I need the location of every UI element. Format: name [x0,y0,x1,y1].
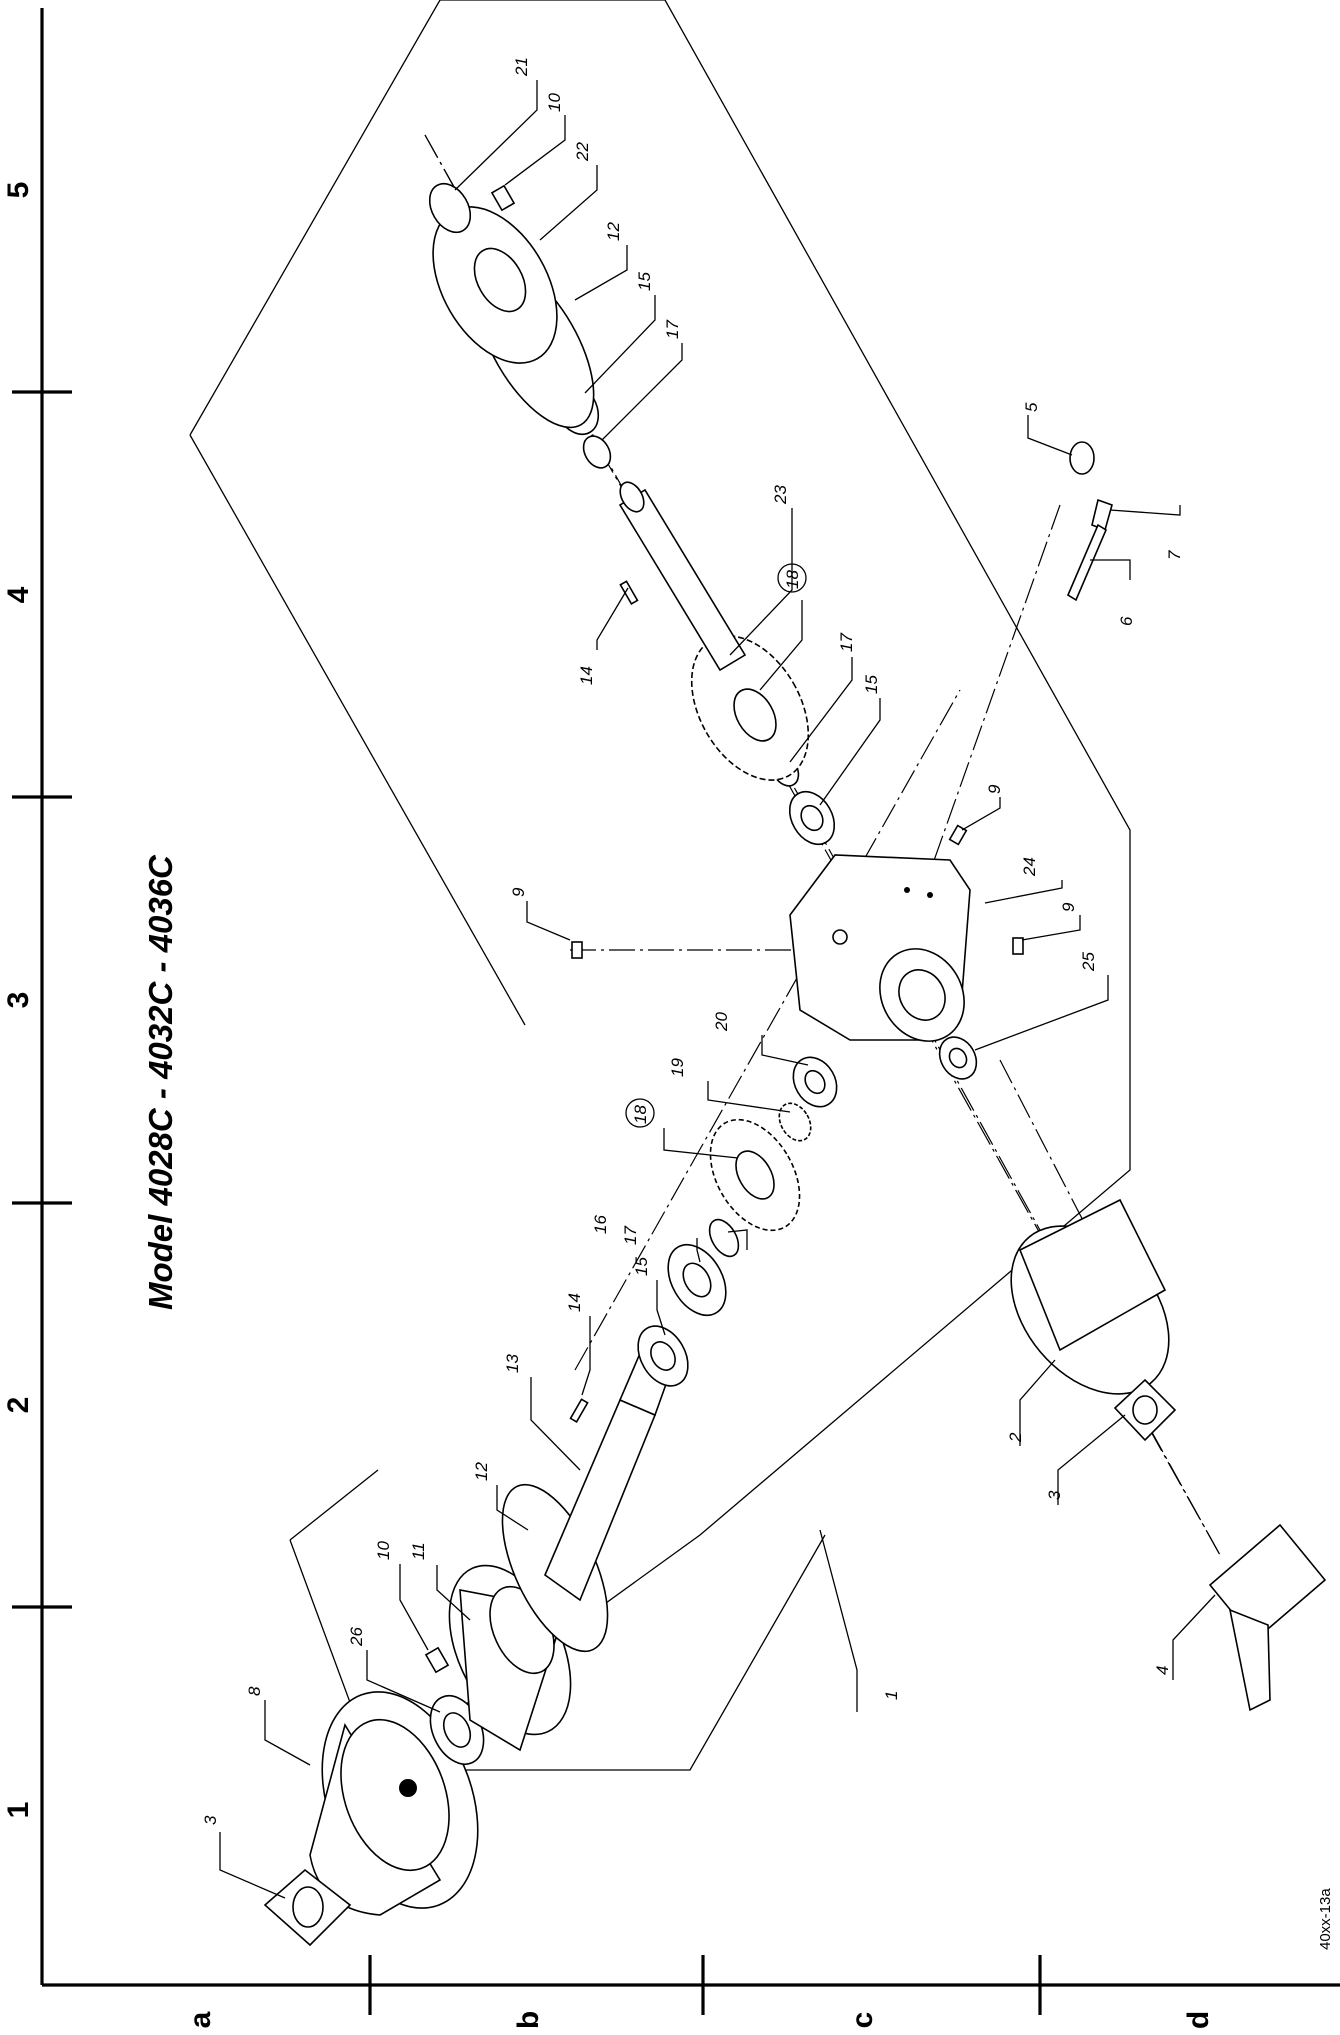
bearing-part-15-left [637,1325,689,1387]
input-cover-group-outline [289,1469,379,1541]
callout-3-top: 3 [201,1815,220,1825]
callout-17-right: 17 [663,320,682,339]
slotted-nut-part-20 [792,1056,838,1108]
callout-20: 20 [712,1012,731,1032]
grid-column-label: 3 [2,992,35,1009]
grid-column-label: 1 [2,1802,35,1819]
column-labels: 1 2 3 4 5 [2,182,35,1819]
bevel-gear-part-18-right [690,635,810,781]
callout-8: 8 [245,1686,264,1696]
callout-15-middle: 15 [862,675,881,694]
group-outlines [189,0,1131,1772]
drawing-reference-code: 40xx-13a [1317,1888,1334,1950]
grid-row-label: d [1182,2011,1215,2029]
bracket-part-4 [1208,1523,1327,1712]
grid-row-label: c [846,2012,879,2029]
plug-part-9-lower-right [1012,937,1024,955]
output-shaft-group-outline [189,434,526,1026]
plug-part-9-left [571,941,583,959]
grid-row-label: a [184,2011,217,2028]
shim-part-17-left [708,1218,740,1258]
shield-part-2 [1010,1198,1170,1395]
callout-7: 7 [1165,550,1184,560]
plug-part-9-upper-right [948,824,968,846]
pipe-part-6 [1066,523,1108,602]
callout-5: 5 [1022,402,1041,412]
callout-22: 22 [573,142,592,162]
seal-part-25 [938,1036,978,1080]
row-labels: a b c d [184,2011,1215,2029]
callout-4: 4 [1153,1666,1172,1675]
bevel-pinion-part-18-left [709,1118,801,1232]
callout-17-middle: 17 [837,633,856,652]
grid-column-label: 2 [2,1397,35,1414]
callout-12-right: 12 [604,222,623,241]
callout-23: 23 [771,485,790,505]
callout-10-right: 10 [545,93,564,112]
callout-leaders [219,80,1216,1899]
bearing-part-16 [667,1243,727,1317]
bearing-part-15-middle [788,790,836,846]
callout-24: 24 [1020,857,1039,877]
shim-part-17-right [582,435,612,469]
flange-gasket-part-3-top [263,1868,352,1947]
input-shaft-group-outline [189,0,441,436]
breather-cap-part-5 [1069,441,1095,475]
callout-13: 13 [503,1354,522,1373]
callout-19: 19 [668,1058,687,1077]
lock-washer-part-19 [778,1102,812,1142]
key-part-14-right [619,580,639,605]
seal-part-21 [428,182,472,234]
output-cover-group-outline [375,1534,826,1771]
model-title: Model 4028C - 4032C - 4036C [142,854,179,1310]
grid-row-label: b [512,2011,545,2029]
callout-9-upper-right: 9 [985,784,1004,794]
callout-18-left-ring [625,1098,655,1128]
bolt-part-10-right [490,184,516,212]
callout-15-left: 15 [632,1257,651,1276]
key-part-14-left [569,1398,589,1423]
gearbox-housing-part-24 [789,854,971,1042]
callout-25: 25 [1079,952,1098,972]
callout-3-bottom: 3 [1045,1490,1064,1500]
bolt-part-10-left [424,1646,450,1674]
callout-2: 2 [1006,1432,1025,1443]
flange-gasket-part-3-bottom [1113,1378,1177,1442]
callout-26: 26 [347,1627,366,1647]
callout-9-lower-right: 9 [1059,902,1078,912]
callout-11: 11 [409,1542,428,1560]
callout-15-right: 15 [635,272,654,291]
callout-18-right: 18 [783,570,802,589]
callout-10-left: 10 [374,1541,393,1560]
callout-1: 1 [882,1691,901,1700]
grid-column-label: 4 [2,586,35,603]
elbow-fitting-part-7 [1091,498,1113,532]
bearing-cap-part-22 [432,206,558,364]
callout-17-left: 17 [621,1226,640,1245]
callout-9-left: 9 [509,887,528,897]
callout-numbers: 1 2 3 3 4 5 6 7 8 9 9 9 10 10 11 12 12 1… [201,57,1184,1825]
grid-column-label: 5 [2,182,35,199]
grid-frame [12,8,1340,2015]
callout-16: 16 [591,1215,610,1234]
callout-6: 6 [1117,616,1136,626]
callout-18-left: 18 [631,1105,650,1124]
gearbox-assembly-outline [289,0,1131,1772]
callout-14-left: 14 [565,1293,584,1312]
callout-21: 21 [512,57,531,77]
callout-12-left: 12 [472,1462,491,1481]
output-shaft-part-23 [618,481,747,672]
callout-18-right-ring [777,563,807,593]
callout-14-right: 14 [577,666,596,685]
